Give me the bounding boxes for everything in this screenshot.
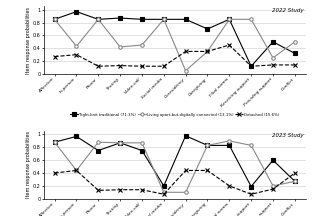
Line: Tight-knit traditional (59.7%): Tight-knit traditional (59.7%) — [53, 134, 297, 188]
Tight-knit traditional (71.3%) — [118, 17, 122, 19]
Living apart-but-digitally connected (13.1%) — [162, 18, 166, 21]
Living apart-but-digitally connected (13.1%) — [75, 45, 78, 48]
Living apart-but-digitally connected (22.3%) — [96, 141, 100, 143]
Living apart-but-digitally connected (22.3%) — [75, 169, 78, 172]
Y-axis label: Item response probabilities: Item response probabilities — [26, 7, 31, 74]
Detached (18.0%) — [206, 169, 209, 172]
Detached (15.6%) — [271, 64, 275, 66]
Living apart-but-digitally connected (22.3%) — [271, 185, 275, 187]
Living apart-but-digitally connected (22.3%) — [162, 191, 166, 194]
Line: Living apart-but-digitally connected (22.3%): Living apart-but-digitally connected (22… — [53, 139, 297, 194]
Living apart-but-digitally connected (22.3%) — [293, 180, 297, 183]
Detached (15.6%) — [96, 65, 100, 68]
Living apart-but-digitally connected (22.3%) — [118, 141, 122, 144]
Detached (15.6%) — [184, 50, 188, 53]
Detached (15.6%) — [53, 55, 56, 58]
Tight-knit traditional (71.3%) — [140, 18, 144, 21]
Detached (18.0%) — [140, 188, 144, 191]
Living apart-but-digitally connected (13.1%) — [118, 46, 122, 48]
Tight-knit traditional (71.3%) — [206, 28, 209, 30]
Tight-knit traditional (59.7%) — [118, 141, 122, 144]
Line: Living apart-but-digitally connected (13.1%): Living apart-but-digitally connected (13… — [53, 17, 297, 72]
Text: 2023 Study: 2023 Study — [271, 133, 303, 138]
Living apart-but-digitally connected (13.1%) — [271, 57, 275, 59]
Tight-knit traditional (71.3%) — [293, 52, 297, 55]
Detached (15.6%) — [75, 53, 78, 56]
Living apart-but-digitally connected (22.3%) — [184, 191, 188, 194]
Living apart-but-digitally connected (13.1%) — [53, 18, 56, 21]
Living apart-but-digitally connected (13.1%) — [249, 18, 253, 21]
Detached (15.6%) — [118, 64, 122, 67]
Tight-knit traditional (59.7%) — [271, 159, 275, 162]
Living apart-but-digitally connected (13.1%) — [184, 69, 188, 72]
Tight-knit traditional (71.3%) — [53, 18, 56, 21]
Tight-knit traditional (59.7%) — [53, 141, 56, 143]
Tight-knit traditional (71.3%) — [184, 18, 188, 21]
Living apart-but-digitally connected (22.3%) — [140, 141, 144, 144]
Tight-knit traditional (71.3%) — [249, 65, 253, 68]
Detached (18.0%) — [96, 189, 100, 192]
Text: 2022 Study: 2022 Study — [271, 8, 303, 13]
Line: Detached (18.0%): Detached (18.0%) — [53, 169, 297, 196]
Tight-knit traditional (59.7%) — [227, 144, 231, 147]
Detached (15.6%) — [140, 65, 144, 68]
Y-axis label: Item response probabilities: Item response probabilities — [26, 132, 31, 199]
Tight-knit traditional (59.7%) — [206, 144, 209, 147]
Detached (15.6%) — [249, 65, 253, 68]
Line: Detached (15.6%): Detached (15.6%) — [53, 43, 297, 68]
Detached (18.0%) — [75, 169, 78, 172]
Detached (18.0%) — [162, 193, 166, 195]
Living apart-but-digitally connected (13.1%) — [293, 41, 297, 43]
Tight-knit traditional (71.3%) — [75, 10, 78, 13]
Tight-knit traditional (71.3%) — [271, 41, 275, 43]
Living apart-but-digitally connected (22.3%) — [227, 140, 231, 142]
Detached (18.0%) — [271, 188, 275, 190]
Tight-knit traditional (59.7%) — [96, 149, 100, 152]
Living apart-but-digitally connected (22.3%) — [249, 144, 253, 147]
Tight-knit traditional (59.7%) — [75, 135, 78, 138]
Tight-knit traditional (59.7%) — [249, 185, 253, 188]
Tight-knit traditional (71.3%) — [162, 18, 166, 21]
Line: Tight-knit traditional (71.3%): Tight-knit traditional (71.3%) — [53, 10, 297, 68]
Tight-knit traditional (59.7%) — [293, 180, 297, 183]
Legend: Tight-knit traditional (71.3%), Living apart-but-digitally connected (13.1%), De: Tight-knit traditional (71.3%), Living a… — [68, 111, 281, 118]
Detached (18.0%) — [249, 193, 253, 195]
Detached (18.0%) — [184, 169, 188, 172]
Tight-knit traditional (59.7%) — [184, 135, 188, 137]
Living apart-but-digitally connected (22.3%) — [53, 141, 56, 143]
Tight-knit traditional (59.7%) — [162, 185, 166, 187]
Living apart-but-digitally connected (22.3%) — [206, 144, 209, 147]
Living apart-but-digitally connected (13.1%) — [96, 18, 100, 21]
Detached (15.6%) — [206, 50, 209, 53]
Detached (18.0%) — [118, 188, 122, 191]
Detached (15.6%) — [227, 44, 231, 46]
Detached (15.6%) — [293, 64, 297, 66]
Detached (15.6%) — [162, 65, 166, 68]
Detached (18.0%) — [53, 172, 56, 174]
Tight-knit traditional (71.3%) — [96, 18, 100, 21]
Living apart-but-digitally connected (13.1%) — [206, 50, 209, 53]
Tight-knit traditional (71.3%) — [227, 18, 231, 21]
Living apart-but-digitally connected (13.1%) — [227, 18, 231, 21]
Tight-knit traditional (59.7%) — [140, 149, 144, 152]
Detached (18.0%) — [227, 185, 231, 187]
Living apart-but-digitally connected (13.1%) — [140, 44, 144, 46]
Detached (18.0%) — [293, 172, 297, 174]
